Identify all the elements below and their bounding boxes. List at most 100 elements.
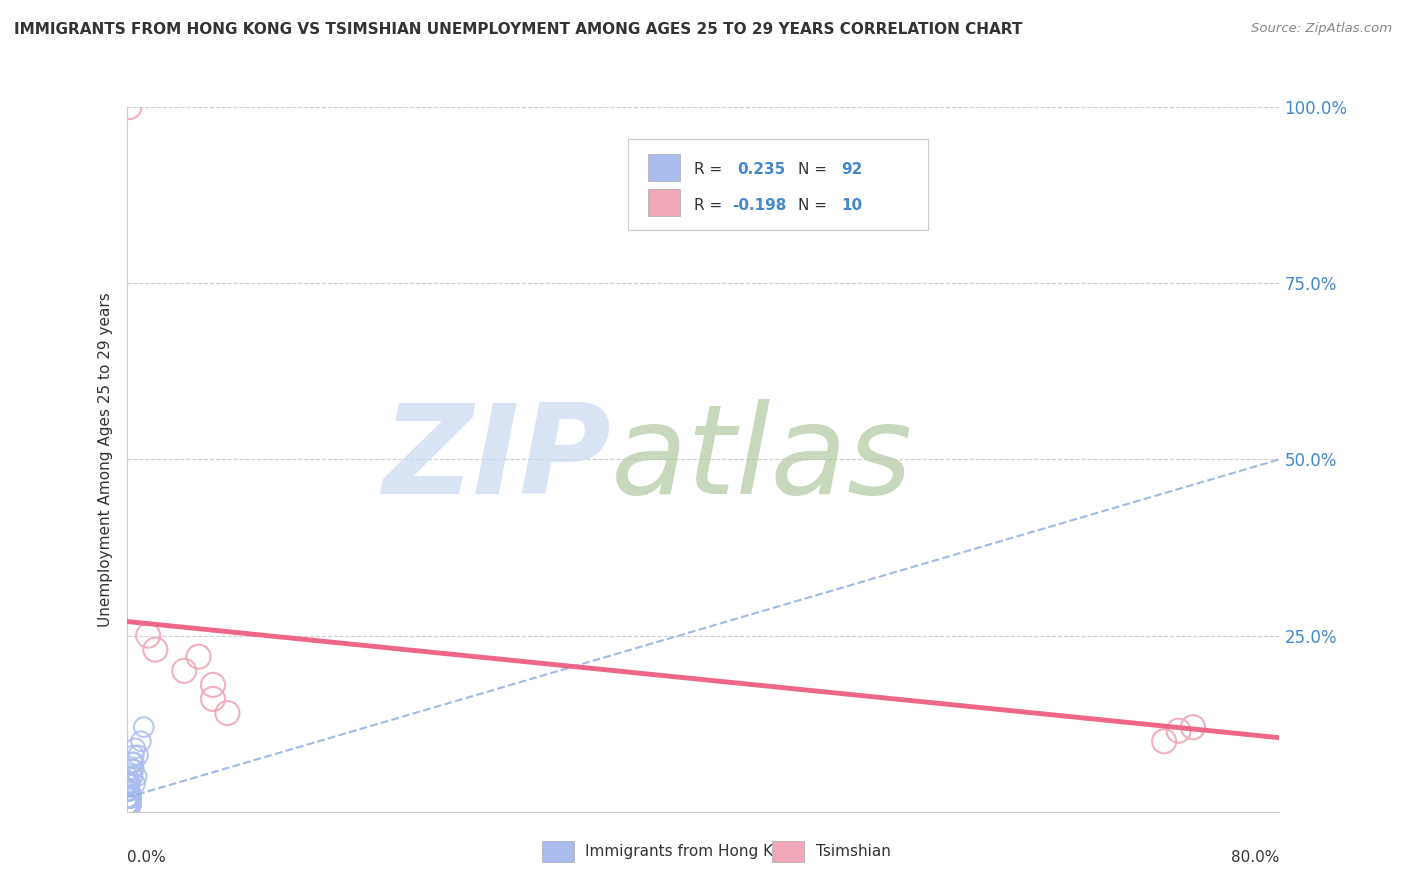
Point xyxy=(117,797,139,812)
Point xyxy=(117,783,139,797)
Point xyxy=(117,797,139,812)
Point xyxy=(117,790,139,805)
Point xyxy=(117,783,139,797)
Point xyxy=(118,790,141,805)
FancyBboxPatch shape xyxy=(648,189,681,216)
Point xyxy=(117,783,139,797)
Text: -0.198: -0.198 xyxy=(731,198,786,213)
Point xyxy=(1167,723,1189,738)
Point xyxy=(117,776,139,790)
Point xyxy=(118,790,141,805)
Point xyxy=(145,642,166,657)
Point xyxy=(118,790,141,805)
Point xyxy=(117,797,139,812)
Point xyxy=(118,797,141,812)
Point xyxy=(120,790,142,805)
FancyBboxPatch shape xyxy=(628,139,928,230)
Point xyxy=(117,790,139,805)
Point xyxy=(118,797,141,812)
Point xyxy=(1153,734,1175,748)
Text: 92: 92 xyxy=(841,161,863,177)
Text: 80.0%: 80.0% xyxy=(1232,850,1279,865)
Point xyxy=(118,783,141,797)
Point xyxy=(117,797,139,812)
Point xyxy=(121,769,143,784)
Point xyxy=(117,797,139,812)
Point xyxy=(120,790,142,805)
Point xyxy=(118,783,141,797)
Point xyxy=(117,790,139,805)
Point xyxy=(120,790,142,805)
Point xyxy=(117,790,139,805)
Point xyxy=(120,790,142,805)
FancyBboxPatch shape xyxy=(541,841,574,863)
Point xyxy=(120,797,142,812)
Point xyxy=(117,776,139,790)
Point xyxy=(120,790,142,805)
Point xyxy=(118,776,141,790)
Point xyxy=(121,769,143,784)
Point xyxy=(118,790,141,805)
Point xyxy=(122,756,145,770)
Point xyxy=(1181,720,1204,734)
Point xyxy=(117,776,139,790)
Point xyxy=(127,748,149,763)
Point xyxy=(118,783,141,797)
Text: N =: N = xyxy=(797,161,831,177)
Point xyxy=(122,763,145,777)
FancyBboxPatch shape xyxy=(648,154,681,181)
Point xyxy=(117,776,139,790)
Point xyxy=(117,790,139,805)
Point xyxy=(187,649,209,664)
Text: Source: ZipAtlas.com: Source: ZipAtlas.com xyxy=(1251,22,1392,36)
Text: atlas: atlas xyxy=(610,399,912,520)
Point xyxy=(118,797,141,812)
Point xyxy=(117,783,139,797)
Point xyxy=(118,790,141,805)
Point xyxy=(118,790,141,805)
Point xyxy=(117,776,139,790)
Point xyxy=(120,797,142,812)
Point xyxy=(118,783,141,797)
Point xyxy=(117,797,139,812)
Text: Tsimshian: Tsimshian xyxy=(815,845,891,859)
Point xyxy=(117,790,139,805)
Point xyxy=(121,763,143,777)
Point xyxy=(117,769,139,784)
Point xyxy=(122,748,145,763)
Y-axis label: Unemployment Among Ages 25 to 29 years: Unemployment Among Ages 25 to 29 years xyxy=(97,292,112,627)
Point xyxy=(118,783,141,797)
Point xyxy=(124,776,146,790)
Point xyxy=(117,783,139,797)
Text: R =: R = xyxy=(693,198,727,213)
Point xyxy=(202,678,225,692)
Point xyxy=(118,776,141,790)
Point xyxy=(136,628,159,642)
Text: Immigrants from Hong Kong: Immigrants from Hong Kong xyxy=(585,845,801,859)
Point xyxy=(118,797,141,812)
Point xyxy=(117,776,139,790)
Point xyxy=(117,797,139,812)
Point xyxy=(117,783,139,797)
Text: 10: 10 xyxy=(841,198,862,213)
Text: ZIP: ZIP xyxy=(382,399,610,520)
Point xyxy=(118,790,141,805)
Point xyxy=(120,797,142,812)
Point xyxy=(117,797,139,812)
Point xyxy=(117,783,139,797)
Point xyxy=(202,692,225,706)
Point xyxy=(117,797,139,812)
Point xyxy=(118,776,141,790)
FancyBboxPatch shape xyxy=(772,841,804,863)
Point xyxy=(173,664,195,678)
Point xyxy=(118,790,141,805)
Point xyxy=(120,797,142,812)
Point xyxy=(117,783,139,797)
Point xyxy=(217,706,239,720)
Point xyxy=(118,783,141,797)
Point xyxy=(118,783,141,797)
Point xyxy=(118,776,141,790)
Point xyxy=(117,769,139,784)
Point xyxy=(118,790,141,805)
Point xyxy=(117,776,139,790)
